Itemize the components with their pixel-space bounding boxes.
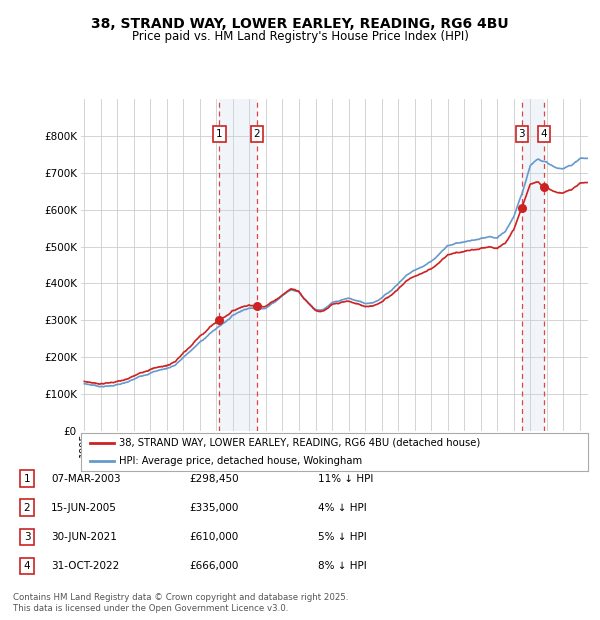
Text: 15-JUN-2005: 15-JUN-2005 bbox=[51, 503, 117, 513]
Text: 3: 3 bbox=[518, 129, 525, 139]
Text: 2: 2 bbox=[254, 129, 260, 139]
Text: Price paid vs. HM Land Registry's House Price Index (HPI): Price paid vs. HM Land Registry's House … bbox=[131, 30, 469, 43]
Text: £666,000: £666,000 bbox=[189, 561, 238, 571]
Bar bbox=[220, 99, 257, 431]
Text: 1: 1 bbox=[216, 129, 223, 139]
Text: 4: 4 bbox=[541, 129, 547, 139]
Bar bbox=[522, 99, 544, 431]
Text: 8% ↓ HPI: 8% ↓ HPI bbox=[318, 561, 367, 571]
Text: 1: 1 bbox=[23, 474, 31, 484]
Text: £298,450: £298,450 bbox=[189, 474, 239, 484]
Text: 38, STRAND WAY, LOWER EARLEY, READING, RG6 4BU (detached house): 38, STRAND WAY, LOWER EARLEY, READING, R… bbox=[119, 438, 480, 448]
Text: 4% ↓ HPI: 4% ↓ HPI bbox=[318, 503, 367, 513]
Text: 3: 3 bbox=[23, 532, 31, 542]
Text: £610,000: £610,000 bbox=[189, 532, 238, 542]
Text: £335,000: £335,000 bbox=[189, 503, 238, 513]
Text: 11% ↓ HPI: 11% ↓ HPI bbox=[318, 474, 373, 484]
Text: 30-JUN-2021: 30-JUN-2021 bbox=[51, 532, 117, 542]
Text: 2: 2 bbox=[23, 503, 31, 513]
Text: 31-OCT-2022: 31-OCT-2022 bbox=[51, 561, 119, 571]
Text: 38, STRAND WAY, LOWER EARLEY, READING, RG6 4BU: 38, STRAND WAY, LOWER EARLEY, READING, R… bbox=[91, 17, 509, 32]
Text: HPI: Average price, detached house, Wokingham: HPI: Average price, detached house, Woki… bbox=[119, 456, 362, 466]
Text: 5% ↓ HPI: 5% ↓ HPI bbox=[318, 532, 367, 542]
Text: 07-MAR-2003: 07-MAR-2003 bbox=[51, 474, 121, 484]
Text: 4: 4 bbox=[23, 561, 31, 571]
Text: Contains HM Land Registry data © Crown copyright and database right 2025.
This d: Contains HM Land Registry data © Crown c… bbox=[13, 593, 349, 613]
